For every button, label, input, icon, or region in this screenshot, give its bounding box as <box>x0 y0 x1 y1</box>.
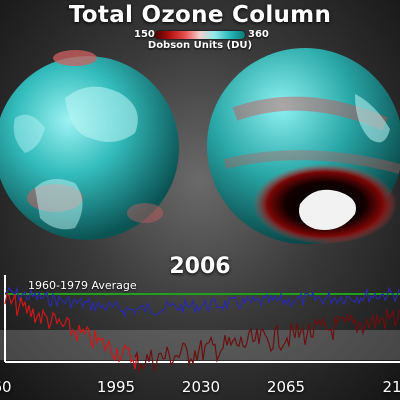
colorbar-min-label: 150 <box>134 29 155 40</box>
year-label: 2006 <box>169 254 231 279</box>
global-ozone-trace <box>4 286 400 318</box>
southern-hemisphere-globe <box>207 48 400 244</box>
x-tick-label: 1995 <box>96 378 136 396</box>
southern-projection-trace <box>134 308 400 373</box>
x-tick-label: 60 <box>0 378 12 396</box>
colorbar-max-label: 360 <box>248 29 269 40</box>
colorbar <box>155 31 245 39</box>
southern-ozone-trace <box>4 292 140 370</box>
average-line-label: 1960-1979 Average <box>28 279 137 292</box>
ozone-timeline-plot <box>0 275 400 373</box>
colorbar-units-label: Dobson Units (DU) <box>147 40 253 51</box>
page-title: Total Ozone Column <box>68 2 332 28</box>
x-tick-label: 2065 <box>266 378 306 396</box>
x-tick-label: 21 <box>382 378 400 396</box>
x-tick-label: 2030 <box>181 378 221 396</box>
northern-hemisphere-globe <box>0 50 179 240</box>
